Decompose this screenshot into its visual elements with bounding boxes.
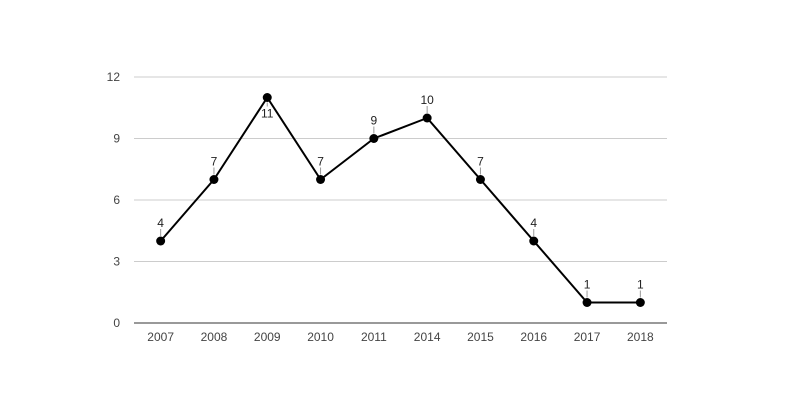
y-tick-label: 3 xyxy=(113,255,120,269)
series-line xyxy=(159,96,641,304)
data-point xyxy=(209,175,219,184)
x-tick-label: 2016 xyxy=(520,330,547,344)
data-point xyxy=(582,298,592,307)
data-label: 7 xyxy=(317,155,324,169)
data-label: 7 xyxy=(211,155,218,169)
y-tick-label: 6 xyxy=(113,193,120,207)
gridlines xyxy=(134,76,667,262)
data-point xyxy=(262,93,272,102)
x-tick-label: 2017 xyxy=(574,330,601,344)
y-tick-label: 9 xyxy=(113,132,120,146)
data-label: 9 xyxy=(371,114,378,128)
x-tick-label: 2010 xyxy=(307,330,334,344)
data-point xyxy=(422,113,432,123)
x-tick-label: 2007 xyxy=(147,330,174,344)
y-tick-label: 12 xyxy=(107,70,121,84)
x-tick-label: 2015 xyxy=(467,330,494,344)
data-points xyxy=(156,93,645,307)
data-label: 1 xyxy=(584,278,591,292)
data-point xyxy=(475,175,485,184)
data-point xyxy=(635,298,645,307)
data-label: 4 xyxy=(530,216,537,230)
x-tick-label: 2011 xyxy=(361,330,387,344)
data-point xyxy=(316,175,326,184)
x-tick-label: 2018 xyxy=(627,330,654,344)
data-point xyxy=(369,134,379,143)
y-tick-label: 0 xyxy=(113,316,120,330)
x-tick-label: 2009 xyxy=(254,330,281,344)
data-label: 1 xyxy=(637,278,644,292)
data-label: 4 xyxy=(157,216,164,230)
data-label: 10 xyxy=(420,93,434,107)
data-label: 11 xyxy=(261,107,274,121)
data-point xyxy=(156,236,166,246)
data-point xyxy=(529,236,539,246)
y-axis-ticks: 0 3 6 9 12 xyxy=(107,70,121,330)
x-tick-label: 2008 xyxy=(201,330,228,344)
data-label: 7 xyxy=(477,155,484,169)
x-axis-ticks: 2007 2008 2009 2010 2011 2014 2015 2016 2017 2018 xyxy=(147,330,654,344)
x-tick-label: 2014 xyxy=(414,330,441,344)
